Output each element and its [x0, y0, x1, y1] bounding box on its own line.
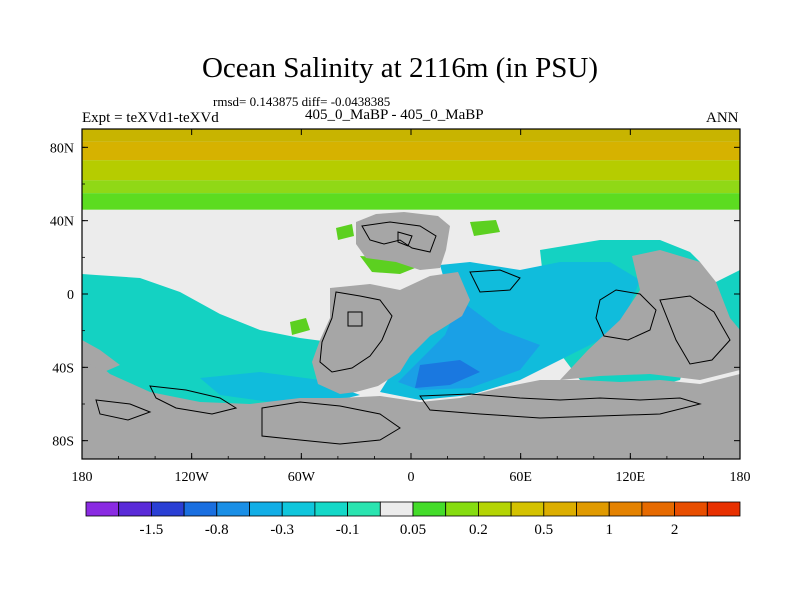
colorbar-swatch-17	[641, 501, 676, 517]
land-east-continent	[560, 250, 740, 380]
y-tick-label: 40N	[50, 215, 74, 230]
colorbar-label: 0.05	[400, 522, 426, 538]
map-axes: 180 120W 60W 0 60E 120E 180 80N 40N 0 40S 80S	[50, 129, 751, 485]
colorbar-swatch-0	[85, 501, 120, 517]
x-tick-label: 0	[408, 470, 415, 485]
green-patch-4	[470, 220, 500, 236]
colorbar-swatch-2	[150, 501, 185, 517]
salinity-band-0	[82, 129, 740, 142]
salinity-band-4	[82, 193, 740, 210]
colorbar-label: -0.3	[270, 522, 294, 538]
x-tick-label: 60E	[509, 470, 532, 485]
colorbar-label: -0.1	[336, 522, 360, 538]
salinity-band-2	[82, 160, 740, 181]
colorbar-label: -0.8	[205, 522, 229, 538]
x-tick-label: 120E	[616, 470, 646, 485]
green-patch-3	[360, 256, 420, 274]
x-tick-label: 180	[72, 470, 93, 485]
colorbar-swatch-11	[445, 501, 479, 517]
colorbar-swatch-5	[249, 501, 283, 517]
colorbar-swatch-18	[674, 501, 708, 517]
green-patch-1	[290, 318, 310, 335]
stats-line: rmsd= 0.143875 diff= -0.0438385	[213, 94, 391, 109]
latitude-bands	[82, 129, 740, 210]
colorbar-swatch-19	[706, 501, 741, 517]
colorbar-swatch-8	[347, 501, 381, 517]
land-west-ridge	[82, 340, 120, 372]
colorbar-swatch-12	[477, 501, 512, 517]
colorbar-label: 1	[605, 522, 613, 538]
land-africa-america	[312, 272, 470, 394]
colorbar-swatch-15	[576, 501, 610, 517]
colorbar-swatch-10	[412, 501, 447, 517]
colorbar-label: 0.2	[469, 522, 488, 538]
season-label: ANN	[706, 110, 739, 126]
experiment-label: Expt = teXVd1-teXVd	[82, 110, 219, 126]
green-patch-2	[336, 224, 354, 240]
salinity-band-1	[82, 141, 740, 161]
colorbar-swatch-13	[510, 501, 545, 517]
colorbar-swatch-14	[543, 501, 577, 517]
colorbar-swatch-7	[314, 501, 348, 517]
colorbar-label: 0.5	[534, 522, 553, 538]
west-cyan-region	[200, 372, 360, 402]
colorbar-label: -1.5	[140, 522, 164, 538]
colorbar-swatch-1	[118, 501, 152, 517]
x-tick-label: 60W	[288, 470, 316, 485]
colorbar-swatch-4	[216, 501, 250, 517]
y-tick-label: 0	[67, 288, 74, 303]
land-masses	[82, 212, 740, 459]
x-tick-label: 120W	[175, 470, 210, 485]
colorbar-swatch-16	[608, 501, 643, 517]
colorbar-label: 2	[671, 522, 679, 538]
colorbar-swatch-3	[183, 501, 218, 517]
colorbar-swatch-9	[379, 501, 414, 517]
chart-title: Ocean Salinity at 2116m (in PSU)	[201, 52, 599, 84]
y-tick-label: 80N	[50, 141, 74, 156]
y-tick-label: 40S	[52, 361, 74, 376]
salinity-band-3	[82, 180, 740, 194]
y-tick-label: 80S	[52, 435, 74, 450]
deep-blue-region	[415, 360, 480, 388]
land-south-belt	[82, 350, 740, 459]
x-tick-label: 180	[730, 470, 751, 485]
period-label: 405_0_MaBP - 405_0_MaBP	[305, 107, 484, 123]
land-north-continent	[356, 212, 450, 270]
colorbar: -1.5 -0.8 -0.3 -0.1 0.05 0.2 0.5 1 2	[85, 501, 741, 538]
coastlines	[95, 221, 731, 445]
colorbar-swatch-6	[281, 501, 316, 517]
